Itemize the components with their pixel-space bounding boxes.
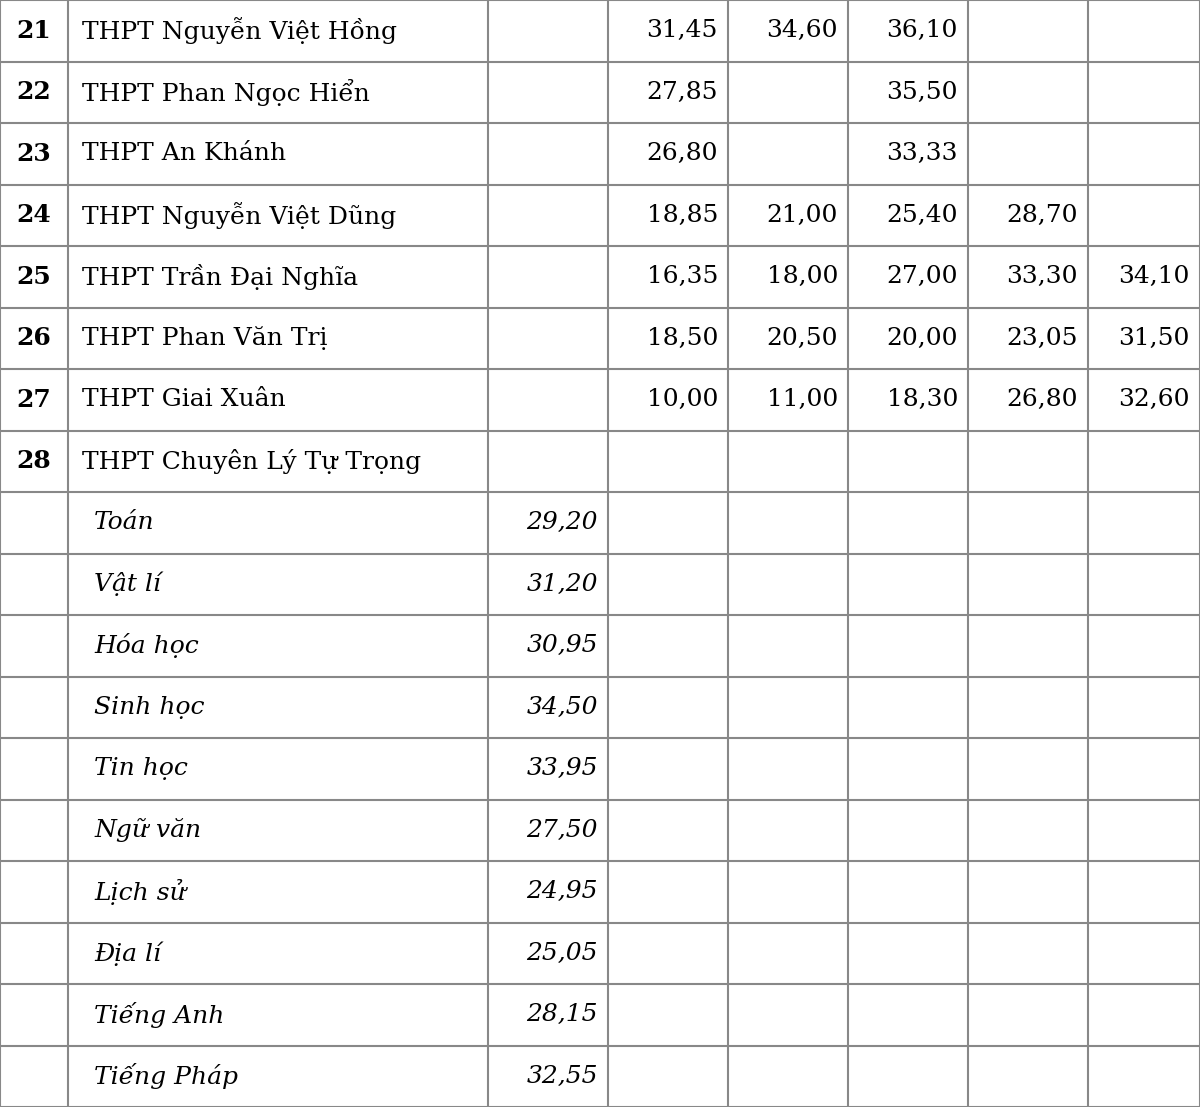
Text: 21,00: 21,00 <box>767 204 838 227</box>
Text: Sinh học: Sinh học <box>94 696 204 718</box>
Text: 31,50: 31,50 <box>1118 327 1190 350</box>
Text: 25: 25 <box>17 265 52 289</box>
Text: 23: 23 <box>17 142 52 166</box>
Text: 27: 27 <box>17 387 52 412</box>
Text: 26: 26 <box>17 327 52 350</box>
Text: Địa lí: Địa lí <box>94 941 161 965</box>
Text: 26,80: 26,80 <box>1007 389 1078 411</box>
Text: 27,85: 27,85 <box>647 81 718 104</box>
Text: Vật lí: Vật lí <box>94 572 161 597</box>
Text: Lịch sử: Lịch sử <box>94 879 186 904</box>
Text: 31,45: 31,45 <box>647 19 718 42</box>
Text: 23,05: 23,05 <box>1007 327 1078 350</box>
Text: 35,50: 35,50 <box>887 81 958 104</box>
Text: Hóa học: Hóa học <box>94 633 199 659</box>
Text: 28: 28 <box>17 449 52 474</box>
Text: 20,00: 20,00 <box>887 327 958 350</box>
Text: THPT Trần Đại Nghĩa: THPT Trần Đại Nghĩa <box>82 263 358 290</box>
Text: 26,80: 26,80 <box>647 143 718 165</box>
Text: 33,33: 33,33 <box>887 143 958 165</box>
Text: 34,10: 34,10 <box>1118 266 1190 288</box>
Text: THPT Phan Ngọc Hiển: THPT Phan Ngọc Hiển <box>82 79 370 106</box>
Text: 34,60: 34,60 <box>767 19 838 42</box>
Text: 11,00: 11,00 <box>767 389 838 411</box>
Text: THPT Nguyễn Việt Hồng: THPT Nguyễn Việt Hồng <box>82 18 397 44</box>
Text: 27,50: 27,50 <box>527 819 598 841</box>
Text: 25,40: 25,40 <box>887 204 958 227</box>
Text: 24,95: 24,95 <box>527 880 598 903</box>
Text: 30,95: 30,95 <box>527 634 598 658</box>
Text: 20,50: 20,50 <box>767 327 838 350</box>
Text: 18,00: 18,00 <box>767 266 838 288</box>
Text: Tiếng Pháp: Tiếng Pháp <box>94 1063 238 1089</box>
Text: THPT An Khánh: THPT An Khánh <box>82 143 286 165</box>
Text: 34,50: 34,50 <box>527 696 598 718</box>
Text: 27,00: 27,00 <box>887 266 958 288</box>
Text: 28,70: 28,70 <box>1007 204 1078 227</box>
Text: Toán: Toán <box>94 511 155 535</box>
Text: 33,95: 33,95 <box>527 757 598 780</box>
Text: 31,20: 31,20 <box>527 572 598 596</box>
Text: 32,60: 32,60 <box>1118 389 1190 411</box>
Text: THPT Phan Văn Trị: THPT Phan Văn Trị <box>82 327 328 350</box>
Text: Tiếng Anh: Tiếng Anh <box>94 1002 224 1027</box>
Text: Tin học: Tin học <box>94 757 188 780</box>
Text: 16,35: 16,35 <box>647 266 718 288</box>
Text: 21: 21 <box>17 19 52 43</box>
Text: 18,50: 18,50 <box>647 327 718 350</box>
Text: 29,20: 29,20 <box>527 511 598 535</box>
Text: Ngữ văn: Ngữ văn <box>94 818 202 842</box>
Text: 28,15: 28,15 <box>527 1003 598 1026</box>
Text: 18,30: 18,30 <box>887 389 958 411</box>
Text: 10,00: 10,00 <box>647 389 718 411</box>
Text: 36,10: 36,10 <box>887 19 958 42</box>
Text: THPT Chuyên Lý Tự Trọng: THPT Chuyên Lý Tự Trọng <box>82 448 421 474</box>
Text: 32,55: 32,55 <box>527 1065 598 1088</box>
Text: THPT Nguyễn Việt Dũng: THPT Nguyễn Việt Dũng <box>82 201 396 229</box>
Text: 25,05: 25,05 <box>527 942 598 964</box>
Text: 22: 22 <box>17 80 52 104</box>
Text: 18,85: 18,85 <box>647 204 718 227</box>
Text: THPT Giai Xuân: THPT Giai Xuân <box>82 389 286 411</box>
Text: 33,30: 33,30 <box>1007 266 1078 288</box>
Text: 24: 24 <box>17 204 52 227</box>
